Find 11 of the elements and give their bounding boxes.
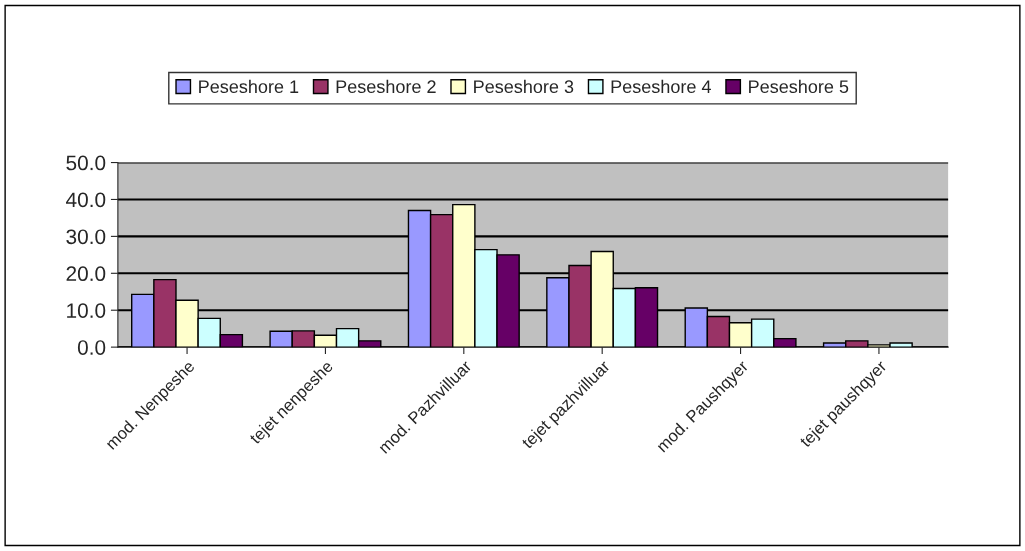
- legend-label: Peseshore 4: [611, 79, 711, 94]
- legend-label: Peseshore 3: [474, 79, 574, 94]
- y-tick-label: 10.0: [67, 303, 106, 318]
- legend-label: Peseshore 5: [749, 79, 849, 94]
- legend-label: Peseshore 1: [199, 79, 299, 94]
- y-tick-label: 40.0: [66, 192, 106, 208]
- y-tick-label: 50.0: [66, 155, 106, 171]
- y-tick-label: 20.0: [66, 266, 106, 282]
- legend-label: Peseshore 2: [336, 79, 436, 94]
- y-tick-label: 30.0: [66, 229, 106, 245]
- y-tick-label: 0.0: [77, 340, 106, 355]
